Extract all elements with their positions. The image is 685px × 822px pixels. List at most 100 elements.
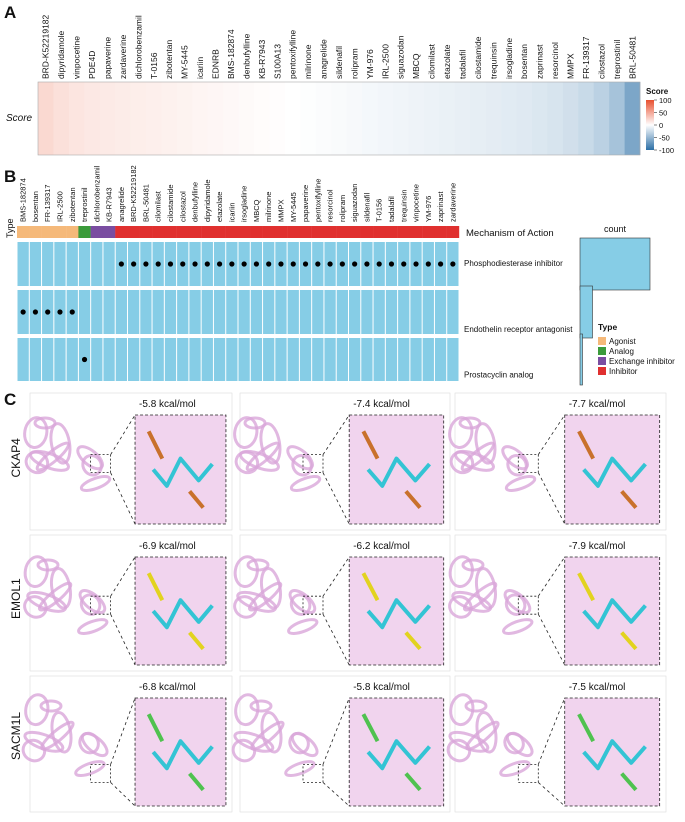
matrix-cell [177,338,189,381]
type-cell [164,226,177,238]
type-cell [274,226,288,238]
colorbar-tick-label: -50 [659,134,670,143]
membership-dot [20,309,26,315]
matrix-cell [189,290,201,334]
column-label: BRL-50481 [141,184,150,222]
zoom-box [302,595,324,615]
mechanism-title: Mechanism of Action [466,228,554,239]
protein-ribbon [247,581,283,612]
matrix-cell [434,290,447,334]
legend-swatch [598,337,606,345]
colorbar-tick-label: 50 [659,109,667,118]
drug-label: sildenafil [334,46,344,79]
legend-label: Inhibitor [609,367,638,376]
matrix-cell [312,338,324,381]
type-cell [176,226,190,238]
drug-label: MBCQ [411,53,421,79]
membership-dot [216,261,223,267]
column-label: tadalafil [387,196,396,222]
drug-label: dipyridamole [56,31,66,79]
column-label: treprostinil [80,187,89,222]
drug-label: trequinsin [488,42,498,79]
matrix-cell [349,338,361,381]
column-label: rolipram [338,195,347,222]
legend-title: Type [598,322,617,332]
protein-ribbon [233,555,259,589]
heatmap-cell [38,82,54,155]
membership-dot [204,261,210,267]
heatmap-cell [362,82,378,155]
protein-ribbon [288,731,310,755]
matrix-cell [91,290,103,334]
heatmap-cell [269,82,286,155]
type-cell [409,226,423,238]
type-cell [188,226,202,238]
column-label: trequinsin [399,189,408,222]
ligand [366,739,432,771]
row-label: SACM1L [9,712,23,760]
type-cell [41,226,55,238]
matrix-cell [66,338,78,381]
column-label: cilomilast [154,190,163,222]
residue [146,713,165,743]
heatmap-cell [176,82,193,155]
drug-label: zibotentan [164,40,174,79]
zoom-box [517,595,539,615]
protein-ribbon [287,618,319,635]
drug-label: dichlorobenzamil [133,15,143,79]
row-label: Score [6,113,33,124]
matrix-cell [238,290,250,334]
heatmap-cell [284,82,301,155]
column-label: YM-976 [424,196,433,222]
zoom-line [322,472,350,525]
drug-label: zardaverine [118,34,128,79]
matrix-cell [312,290,324,334]
protein-ribbon [448,416,474,449]
matrix-cell [103,290,115,334]
colorbar-tick-label: 0 [659,121,663,130]
column-label: milrinone [264,192,273,222]
heatmap-cell [423,82,440,155]
type-cell [66,226,79,238]
binding-energy: -7.7 kcal/mol [569,399,626,410]
type-cell [127,226,140,238]
drug-label: FR-139317 [581,36,591,79]
drug-label: BRD-K52219182 [41,14,51,79]
type-cell [90,226,104,238]
residue [361,430,380,460]
heatmap-cell [454,82,471,155]
drug-label: zaprinast [535,44,545,79]
drug-label: YM-976 [365,49,375,79]
residue [620,631,638,651]
count-bar [579,237,651,291]
membership-dot [118,261,124,267]
colorbar-tick-label: -100 [659,146,674,155]
column-label: bosentan [31,191,40,222]
matrix-cell [17,242,29,286]
protein-ribbon [464,699,488,713]
matrix-cell [115,290,127,334]
membership-dot [266,261,272,267]
matrix-cell [336,338,348,381]
residue [577,430,595,460]
protein-ribbon [23,555,49,589]
zoom-line [322,414,350,455]
type-cell [152,226,165,238]
matrix-cell [287,290,299,334]
protein-ribbon [35,441,70,472]
heatmap-cell [68,82,85,155]
protein-ribbon [449,693,475,727]
mechanism-label: Phosphodiesterase inhibitor [464,259,563,268]
matrix-cell [263,338,275,381]
panel-label: A [4,3,16,22]
protein-ribbon [465,720,500,751]
protein-ribbon [37,581,73,612]
matrix-cell [91,338,103,381]
residue [146,572,165,602]
panel-label: B [4,167,16,186]
protein-ribbon [24,693,50,727]
membership-dot [143,261,149,267]
legend-swatch [598,357,606,365]
membership-dot [131,261,137,267]
drug-label: MMPX [566,53,576,79]
